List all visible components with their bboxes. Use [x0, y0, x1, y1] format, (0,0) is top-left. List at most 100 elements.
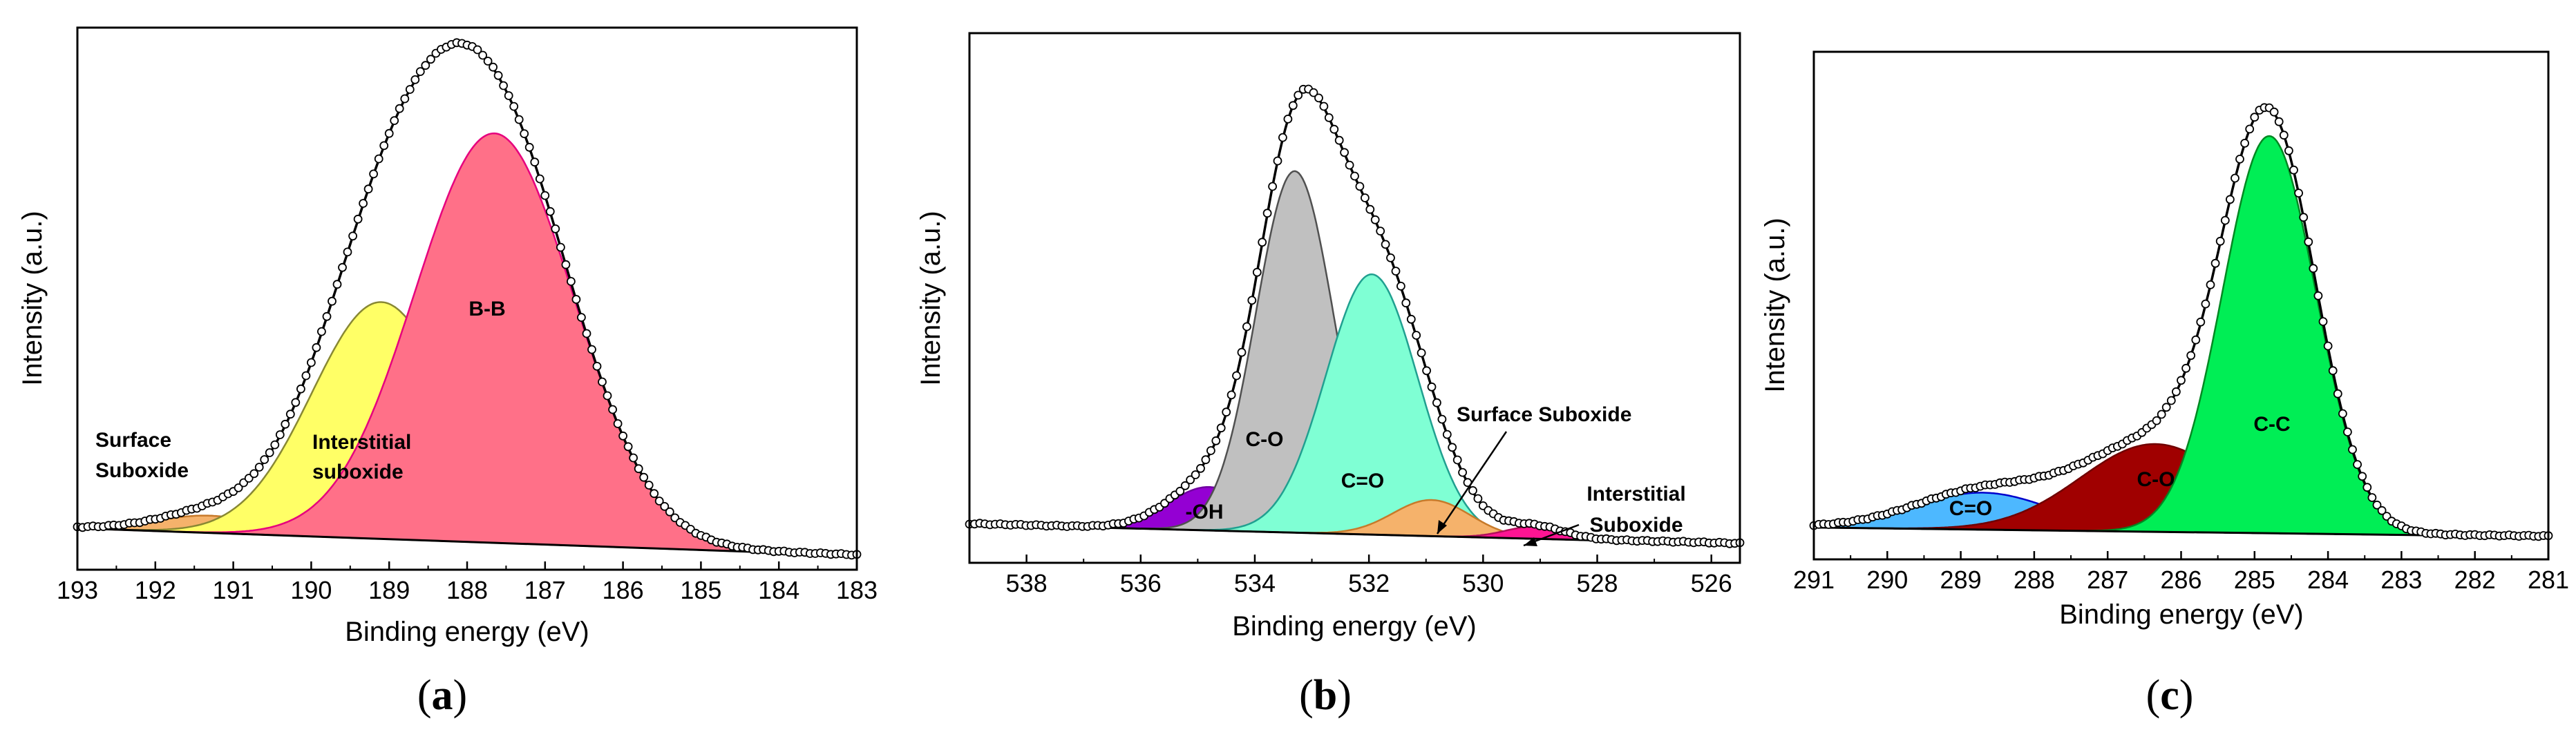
x-tick-label: 287 [2087, 566, 2128, 594]
data-point [2206, 280, 2215, 289]
data-point [2299, 213, 2309, 222]
annotation-c-o: C-O [2137, 468, 2175, 491]
data-point [291, 398, 301, 407]
data-point [1391, 267, 1401, 276]
data-point [2274, 117, 2284, 126]
x-axis-label: Binding energy (eV) [1232, 611, 1477, 642]
data-point [499, 81, 508, 90]
y-axis-label: Intensity (a.u.) [916, 211, 946, 385]
data-point [473, 45, 482, 55]
data-point [2181, 363, 2191, 373]
x-tick-label: 192 [135, 576, 176, 604]
x-tick-label: 185 [680, 576, 721, 604]
data-point [561, 260, 571, 269]
data-point [2323, 341, 2333, 351]
x-tick-label: 285 [2234, 566, 2275, 594]
data-point [1401, 298, 1411, 308]
data-point [384, 128, 394, 138]
data-point [1361, 193, 1370, 202]
data-point [359, 199, 368, 208]
data-point [535, 174, 544, 184]
annotation-interstitial: Interstitial [312, 431, 411, 454]
data-point [353, 214, 363, 224]
data-point [2353, 460, 2362, 469]
data-point [613, 419, 623, 428]
data-point [577, 313, 586, 322]
data-point [2177, 376, 2186, 385]
data-point [592, 362, 602, 371]
data-point [322, 311, 332, 321]
data-point [348, 231, 358, 241]
data-point [660, 502, 670, 511]
data-point [1386, 253, 1395, 262]
annotation-oh: -OH [1186, 501, 1224, 523]
data-point [2313, 291, 2323, 300]
data-point [1175, 486, 1185, 496]
data-point [2157, 410, 2166, 419]
annotation-surface: Surface [95, 429, 171, 452]
x-tick-label: 188 [446, 576, 488, 604]
data-point [2240, 138, 2250, 148]
data-point [2348, 445, 2357, 454]
data-point [1345, 160, 1354, 170]
panel-b: 538 536 534 532 530 528 526 Binding energy (eV… [916, 32, 1745, 719]
data-point [234, 483, 243, 492]
background-line [77, 527, 857, 557]
annotation-c-c: C-C [2253, 413, 2290, 436]
data-point [400, 94, 410, 104]
annotation-suboxide: Suboxide [95, 459, 189, 482]
data-point [509, 102, 519, 111]
data-point [634, 464, 643, 474]
data-point [421, 61, 430, 70]
data-point [1278, 133, 1287, 142]
data-point [2318, 317, 2328, 327]
data-point [1417, 348, 1426, 358]
annotation-interstitial-suboxide: Suboxide [1589, 514, 1683, 537]
data-point [405, 85, 415, 94]
x-tick-label: 193 [57, 576, 98, 604]
data-point [312, 343, 321, 352]
x-axis-label: Binding energy (eV) [345, 617, 589, 647]
x-tick-label: 283 [2380, 566, 2422, 594]
data-point [540, 191, 550, 200]
data-point [2289, 165, 2298, 175]
x-tick-label: 289 [1940, 566, 1982, 594]
data-point [2372, 500, 2382, 510]
panel-label-a: (a) [417, 672, 467, 719]
data-point [1247, 296, 1257, 305]
data-point [2328, 366, 2338, 376]
data-point [1237, 347, 1247, 357]
x-tick-label: 532 [1348, 569, 1390, 597]
data-point [2201, 299, 2210, 309]
data-point [1252, 267, 1262, 277]
data-point [2304, 237, 2313, 247]
data-point [1294, 90, 1303, 100]
data-point [2220, 215, 2230, 225]
data-point [374, 154, 383, 164]
data-point [571, 295, 581, 304]
data-point [249, 469, 259, 479]
data-point [296, 384, 305, 394]
data-point [2161, 403, 2171, 412]
data-point [2294, 189, 2304, 198]
annotation-c-double-o: C=O [1949, 497, 1993, 520]
data-point [1381, 240, 1390, 249]
data-point [1222, 407, 1231, 417]
data-point [301, 371, 311, 381]
data-point [426, 55, 435, 64]
data-point [551, 224, 560, 233]
data-point [2367, 493, 2377, 502]
annotation-c-double-o: C=O [1341, 470, 1385, 492]
x-tick-label: 281 [2528, 566, 2569, 594]
arrow-surface-suboxide [1436, 431, 1508, 534]
data-point [1242, 322, 1251, 331]
data-point [2284, 146, 2293, 155]
data-point [275, 430, 285, 439]
data-point [1227, 390, 1236, 400]
data-point [1437, 414, 1447, 424]
data-point [629, 453, 638, 463]
data-point [2342, 427, 2352, 436]
data-point [1329, 124, 1339, 134]
data-point [1468, 486, 1477, 495]
data-point [1258, 238, 1267, 247]
